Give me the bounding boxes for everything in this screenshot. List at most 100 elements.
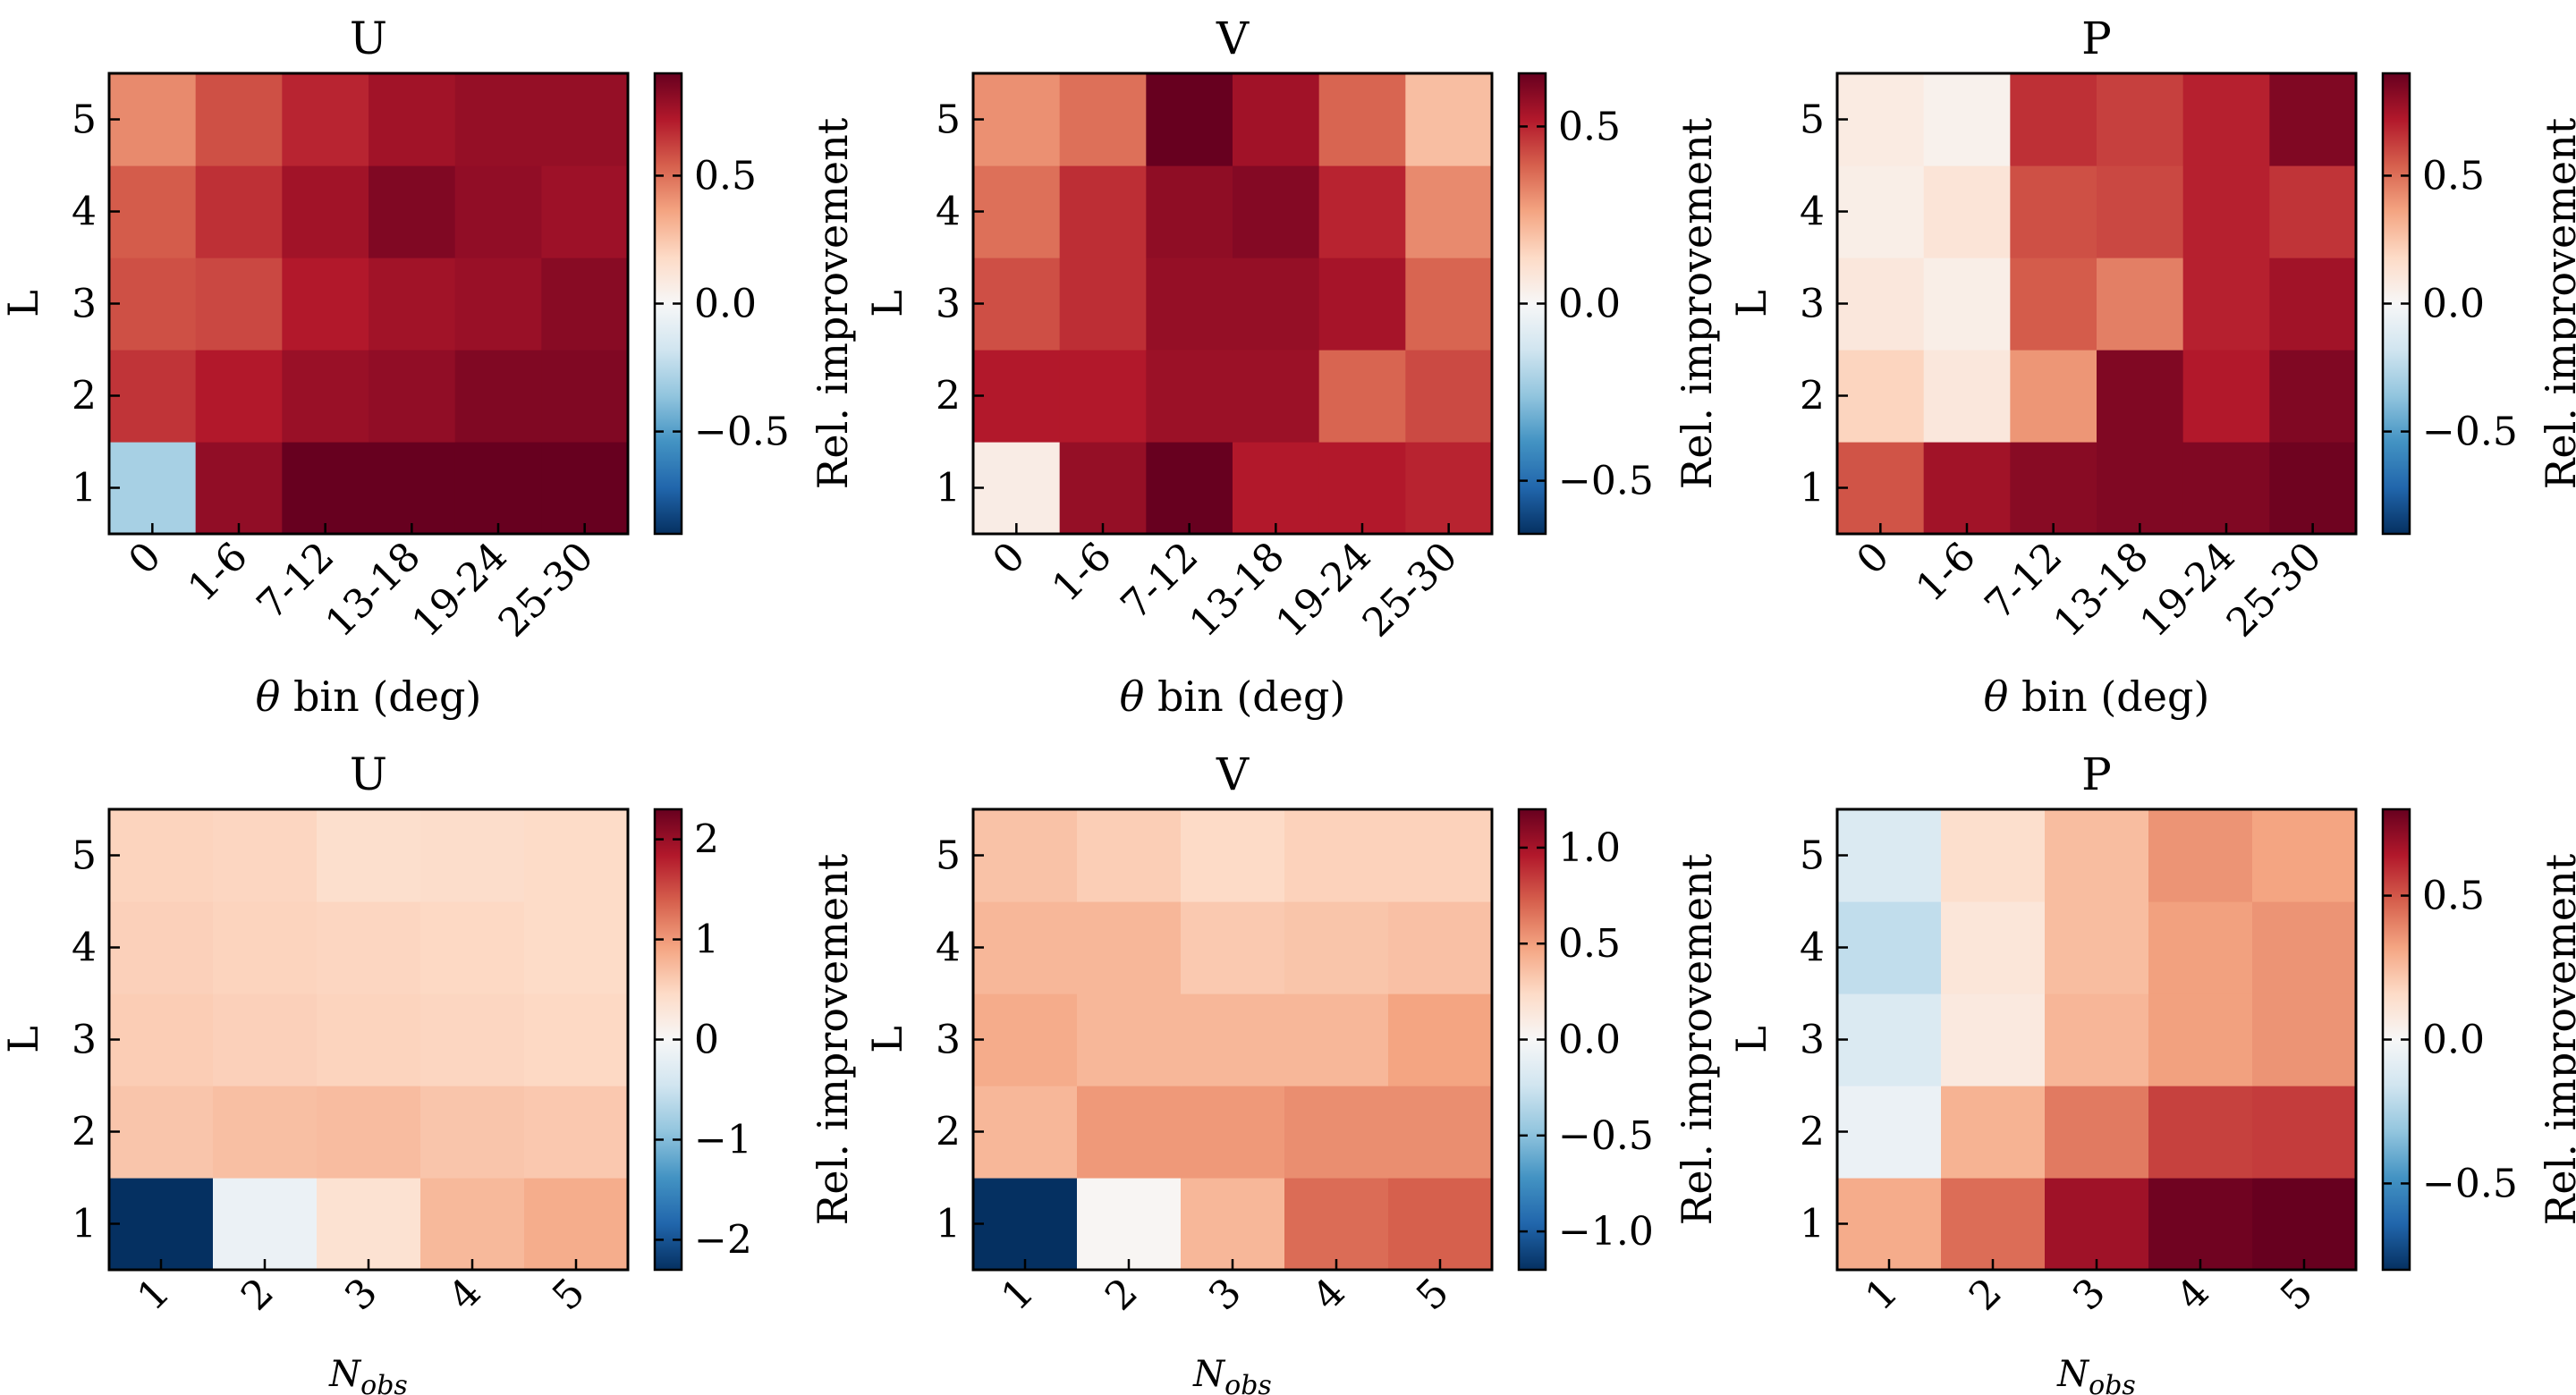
x-tick-label: 2	[233, 1270, 283, 1320]
heatmap-cell	[420, 1086, 525, 1179]
panel-title: U	[350, 748, 387, 800]
heatmap-cell	[2097, 73, 2184, 166]
heatmap-cell	[541, 258, 629, 351]
heatmap-cell	[1837, 901, 1942, 994]
heatmap-cell	[2045, 1178, 2149, 1271]
heatmap-cell	[973, 993, 1078, 1086]
heatmap-cell	[1077, 1178, 1182, 1271]
colorbar-tick-label: 2	[694, 817, 719, 863]
heatmap-cell	[454, 165, 542, 258]
y-tick-label: 1	[1800, 1202, 1825, 1247]
colorbar-tick-label: −1	[694, 1117, 752, 1162]
colorbar-tick-label: −0.5	[694, 410, 790, 455]
heatmap-cell	[2252, 809, 2357, 902]
x-tick-label: 3	[1200, 1270, 1250, 1320]
heatmap-cell	[1923, 350, 2011, 443]
heatmap-cell	[1923, 258, 2011, 351]
heatmap-cell	[1318, 165, 1406, 258]
heatmap-cell	[524, 1086, 629, 1179]
heatmap-cell	[1181, 1086, 1285, 1179]
heatmap-cell	[454, 73, 542, 166]
y-tick-label: 5	[1800, 97, 1825, 143]
heatmap-cell	[109, 1178, 214, 1271]
heatmap-cell	[317, 901, 421, 994]
heatmap-cell	[1284, 1086, 1389, 1179]
x-tick-label: 3	[336, 1270, 386, 1320]
heatmap-cell	[420, 1178, 525, 1271]
heatmap-cell	[369, 442, 456, 535]
y-tick-label: 5	[72, 833, 97, 879]
heatmap-cell	[524, 809, 629, 902]
heatmap-cell	[2097, 165, 2184, 258]
heatmap-cell	[454, 442, 542, 535]
y-tick-label: 1	[1800, 466, 1825, 512]
heatmap-cell	[2045, 1086, 2149, 1179]
colorbar-tick-label: 0.5	[2422, 153, 2485, 199]
heatmap-cell	[1233, 73, 1320, 166]
y-tick-label: 3	[936, 282, 961, 327]
x-tick-label: 5	[544, 1270, 594, 1320]
heatmap-cell	[1405, 165, 1493, 258]
heatmap-cell	[109, 1086, 214, 1179]
heatmap-cell	[1233, 442, 1320, 535]
heatmap-panel-6: P 1 2 3 4 5 1 2 3 4 5 L Nobs 0.5 0.0 −0.5 Rel. improveme…	[1727, 748, 2576, 1395]
heatmap-cell	[524, 1178, 629, 1271]
panel-title: V	[1216, 748, 1250, 800]
heatmap-cell	[282, 165, 369, 258]
heatmap-cell	[1146, 350, 1233, 443]
y-tick-label: 3	[936, 1018, 961, 1063]
heatmap-cell	[317, 1178, 421, 1271]
y-tick-label: 4	[1800, 926, 1825, 971]
y-tick-label: 3	[1800, 1018, 1825, 1063]
y-axis-label: L	[1727, 290, 1775, 317]
heatmap-cell	[195, 442, 283, 535]
y-axis-label: L	[863, 1026, 911, 1053]
heatmap-cell	[973, 1086, 1078, 1179]
heatmap-cell	[973, 258, 1061, 351]
heatmap-cell	[109, 993, 214, 1086]
heatmap-cell	[2252, 993, 2357, 1086]
heatmap-cell	[1837, 809, 1942, 902]
colorbar-tick-label: −0.5	[1558, 1113, 1654, 1159]
colorbar-label: Rel. improvement	[809, 853, 857, 1225]
heatmap-cell	[541, 165, 629, 258]
x-tick-label: 25-30	[1354, 534, 1467, 647]
heatmap-cell	[1837, 1086, 1942, 1179]
x-tick-label: 19-24	[1267, 534, 1380, 647]
y-axis-label: L	[0, 290, 47, 317]
heatmap-cell	[1181, 901, 1285, 994]
colorbar-tick-label: −1.0	[1558, 1209, 1654, 1255]
colorbar-tick-label: 0.5	[1558, 921, 1621, 967]
x-tick-label: 2	[1961, 1270, 2011, 1320]
x-tick-label: 0	[120, 534, 170, 584]
colorbar-tick-label: 0.0	[2422, 282, 2485, 327]
x-tick-label: 5	[1408, 1270, 1458, 1320]
heatmap-cell	[1388, 901, 1493, 994]
heatmap-cell	[195, 73, 283, 166]
heatmap-cell	[1284, 901, 1389, 994]
x-axis-label: Nobs	[328, 1354, 408, 1395]
heatmap-cell	[2010, 165, 2097, 258]
colorbar-tick-label: 1	[694, 917, 719, 963]
colorbar-tick-label: −2	[694, 1217, 752, 1263]
heatmap-cell	[369, 73, 456, 166]
y-tick-label: 5	[936, 833, 961, 879]
heatmap-cell	[541, 442, 629, 535]
heatmap-cell	[1077, 901, 1182, 994]
heatmap-cell	[1059, 258, 1147, 351]
heatmap-panel-4: U 1 2 3 4 5 1 2 3 4 5 L Nobs 2 1 0 −1 −2 Rel. improvement	[0, 748, 857, 1395]
heatmap-cell	[2182, 73, 2270, 166]
heatmap-cell	[2269, 165, 2357, 258]
heatmap-cell	[524, 901, 629, 994]
heatmap-cell	[2045, 901, 2149, 994]
panel-title: V	[1216, 13, 1250, 64]
x-tick-label: 1	[993, 1270, 1043, 1320]
heatmap-cell	[369, 350, 456, 443]
x-tick-label: 1-6	[1044, 534, 1121, 611]
heatmap-cell	[1837, 442, 1925, 535]
y-tick-label: 3	[72, 1018, 97, 1063]
colorbar-tick-label: 0.0	[694, 282, 757, 327]
heatmap-cell	[1059, 165, 1147, 258]
